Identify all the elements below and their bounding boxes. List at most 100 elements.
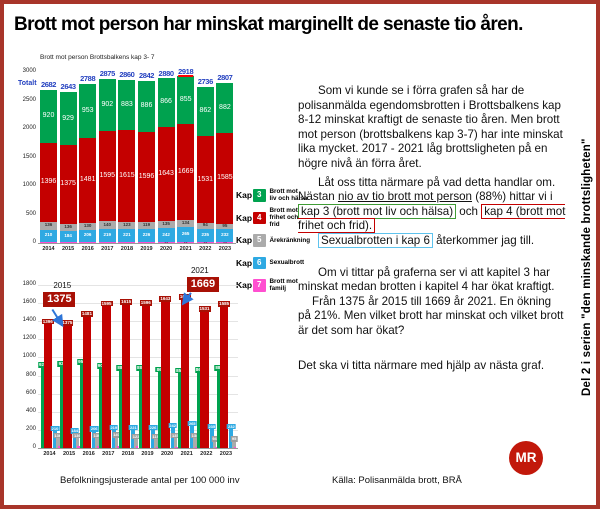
paragraph-okning: Från 1375 år 2015 till 1669 år 2021. En … (298, 295, 566, 339)
segment-value: 265 (181, 231, 190, 237)
y-tick-label: 0 (32, 239, 36, 245)
bar-segment (216, 229, 234, 243)
bar-value-chip: 1643 (159, 296, 172, 303)
x-tick-label: 2019 (141, 451, 154, 457)
annotation-year: 2015 (53, 281, 72, 291)
series-side-note: Del 2 i serien "den minskande brottsligh… (581, 138, 593, 397)
bar-value-chip: 184 (70, 428, 79, 434)
total-value: 2682 (40, 80, 57, 90)
bar-segment (118, 241, 136, 243)
segment-value: 242 (162, 231, 170, 237)
segment-value: 1596 (138, 172, 155, 180)
bar (56, 435, 60, 448)
gridline (38, 411, 238, 413)
bar-segment (216, 242, 234, 243)
y-tick-label: 600 (25, 389, 36, 396)
bar (200, 309, 209, 448)
stacked-bar-chart: Brott mot person Brottsbalkens kap 3- 7 … (18, 52, 308, 266)
total-value: 2875 (99, 69, 115, 79)
bar-value-chip: 95 (230, 436, 238, 442)
bar-value-chip: 221 (129, 424, 138, 431)
segment-value: 140 (103, 221, 112, 227)
y-tick-label: 1400 (22, 317, 36, 324)
bar (121, 301, 131, 448)
legend-kap-label: Kap (236, 280, 253, 291)
chart-legend: Kap 3 Brott mot liv och hälsa Kap 4 Brott mot… (236, 184, 310, 297)
legend-item-label: Brott mot familj (269, 278, 298, 293)
segment-value: 130 (83, 222, 92, 228)
bar (53, 428, 57, 448)
x-tick-label: 2015 (62, 451, 76, 457)
bar (99, 366, 104, 448)
bar-value-chip: 219 (109, 425, 119, 431)
bar (82, 313, 92, 448)
y-tick-label: 0 (32, 444, 36, 450)
bar-segment (138, 131, 155, 223)
bar-segment (196, 228, 214, 243)
paragraph-text: Från 1375 år 2015 till 1669 år 2021. En … (298, 294, 564, 337)
bar (154, 437, 158, 448)
bar (216, 368, 222, 448)
x-tick-label: 2018 (120, 246, 134, 252)
x-tick-label: 2017 (101, 246, 114, 252)
bar-value-chip: 1585 (218, 301, 231, 308)
segment-value: 226 (142, 232, 151, 237)
bar (158, 369, 163, 448)
bar-value-chip: 882 (214, 365, 224, 371)
bar-segment (59, 223, 77, 232)
bar-segment (40, 222, 57, 230)
segment-value: 1585 (217, 174, 233, 182)
bar (114, 435, 119, 448)
bar-segment (118, 229, 136, 242)
segment-value: 219 (103, 231, 112, 237)
legend-row: Kap 7 Brott mot familj (236, 274, 308, 297)
bar (193, 435, 197, 448)
segment-value: 235 (201, 231, 210, 237)
paragraph-intro: Som vi kunde se i förra grafen så har de… (298, 84, 566, 172)
bar (75, 435, 80, 448)
segment-value: 95 (222, 222, 228, 228)
bar-segment (79, 230, 97, 242)
x-tick-label: 2022 (199, 246, 212, 252)
bar (134, 436, 138, 448)
paragraph-text: Som vi kunde se i förra grafen så har de… (298, 84, 563, 170)
legend-kap-label: Kap (236, 212, 253, 223)
legend-row: Kap 3 Brott mot liv och hälsa (236, 184, 308, 207)
annotation-value-box: 1375 (43, 292, 76, 308)
bar-value-chip: 1596 (139, 300, 152, 307)
source-note: Källa: Polisanmälda brott, BRÅ (332, 475, 462, 486)
bar (72, 431, 77, 448)
y-tick-label: 400 (25, 407, 36, 414)
bar-segment (177, 227, 195, 243)
bar-value-chip: 1481 (80, 310, 93, 317)
bar-segment (79, 138, 97, 223)
paragraph-avslut: Det ska vi titta närmare med hjälp av nä… (298, 359, 566, 374)
y-tick-label: 1000 (22, 353, 36, 360)
bar-value-chip: 1531 (198, 306, 211, 313)
bar (161, 299, 170, 448)
highlight-box-kap3: kap 3 (brott mot liv och hälsa) (298, 203, 457, 219)
bar (60, 363, 65, 448)
bar (173, 435, 178, 448)
legend-row: Kap 4 Brott mot frihet och frid (236, 207, 308, 230)
segment-value: 1531 (197, 175, 214, 183)
annotation-year: 2021 (190, 265, 209, 275)
total-value: 2918 (178, 66, 194, 76)
x-tick-label: 2014 (42, 246, 55, 252)
bar (77, 446, 80, 448)
bar (40, 364, 45, 448)
bar-value-chip: 920 (37, 361, 48, 368)
legend-item-label: Brott mot frihet och frid (269, 206, 299, 229)
legend-color-swatch: 3 (253, 189, 266, 202)
x-tick-label: 2021 (180, 451, 193, 457)
gridline (38, 375, 238, 377)
bar (79, 361, 85, 448)
paragraph-text: Det ska vi titta närmare med hjälp av nä… (298, 358, 545, 372)
y-tick-label: 500 (25, 210, 36, 217)
bar-segment (40, 142, 57, 223)
x-tick-label: 2022 (200, 451, 213, 457)
segment-value: 134 (181, 219, 190, 225)
bar (177, 370, 183, 448)
bar-segment (216, 133, 234, 224)
